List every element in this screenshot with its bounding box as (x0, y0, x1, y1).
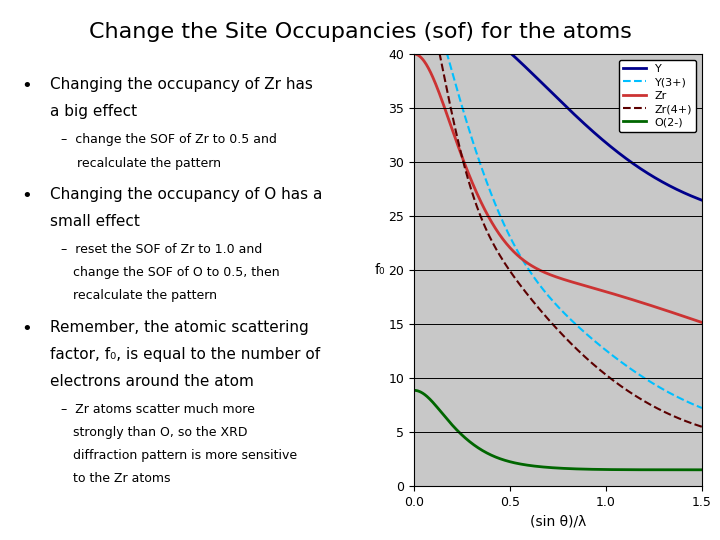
Zr(4+) (591, 363, 600, 369)
Line: O(2-): O(2-) (414, 390, 702, 470)
Text: Remember, the atomic scattering: Remember, the atomic scattering (50, 320, 309, 335)
Text: small effect: small effect (50, 214, 140, 229)
Text: strongly than O, so the XRD: strongly than O, so the XRD (61, 426, 248, 439)
Text: •: • (22, 320, 32, 338)
Text: recalculate the pattern: recalculate the pattern (61, 289, 217, 302)
Zr(4+) (503, 265, 512, 271)
Y (503, 48, 512, 54)
Y(3+) (503, 229, 512, 235)
Zr(4+) (698, 423, 706, 430)
Y(3+) (698, 405, 706, 411)
Text: electrons around the atom: electrons around the atom (50, 374, 254, 388)
Text: Changing the occupancy of O has a: Changing the occupancy of O has a (50, 187, 323, 202)
Text: f₀: f₀ (374, 263, 384, 277)
Zr(4+) (444, 95, 453, 102)
Line: Y: Y (414, 0, 702, 200)
Zr (410, 51, 418, 57)
Zr (619, 294, 628, 300)
O(2-) (523, 462, 532, 469)
Zr (503, 242, 512, 248)
Text: to the Zr atoms: to the Zr atoms (61, 472, 171, 485)
Y (523, 66, 532, 73)
O(2-) (698, 467, 706, 473)
Text: Change the Site Occupancies (sof) for the atoms: Change the Site Occupancies (sof) for th… (89, 22, 631, 42)
Zr (591, 285, 600, 292)
Zr(4+) (523, 292, 532, 299)
Legend: Y, Y(3+), Zr, Zr(4+), O(2-): Y, Y(3+), Zr, Zr(4+), O(2-) (619, 59, 696, 132)
Zr (523, 260, 532, 267)
Y(3+) (444, 57, 453, 63)
Line: Zr(4+): Zr(4+) (414, 0, 702, 427)
Text: –  Zr atoms scatter much more: – Zr atoms scatter much more (61, 403, 255, 416)
Text: •: • (22, 77, 32, 95)
Y(3+) (618, 359, 626, 366)
Line: Zr: Zr (414, 54, 702, 322)
Y (619, 153, 628, 160)
Y(3+) (523, 265, 532, 272)
O(2-) (410, 387, 418, 394)
Zr(4+) (619, 384, 628, 391)
Zr(4+) (618, 383, 626, 390)
Y(3+) (619, 360, 628, 367)
Zr (618, 293, 626, 300)
Text: –  reset the SOF of Zr to 1.0 and: – reset the SOF of Zr to 1.0 and (61, 243, 263, 256)
Line: Y(3+): Y(3+) (414, 0, 702, 408)
O(2-) (618, 467, 626, 473)
O(2-) (619, 467, 628, 473)
Text: Changing the occupancy of Zr has: Changing the occupancy of Zr has (50, 77, 313, 92)
X-axis label: (sin θ)/λ: (sin θ)/λ (530, 514, 586, 528)
Text: •: • (22, 187, 32, 205)
Y (618, 152, 626, 159)
Text: –  change the SOF of Zr to 0.5 and: – change the SOF of Zr to 0.5 and (61, 133, 277, 146)
Zr (444, 116, 453, 123)
Y(3+) (591, 338, 600, 345)
Text: factor, f₀, is equal to the number of: factor, f₀, is equal to the number of (50, 347, 320, 362)
O(2-) (591, 466, 600, 472)
Y (698, 197, 706, 204)
O(2-) (444, 418, 453, 424)
Text: diffraction pattern is more sensitive: diffraction pattern is more sensitive (61, 449, 297, 462)
Text: recalculate the pattern: recalculate the pattern (61, 157, 221, 170)
Y (591, 130, 600, 137)
Text: a big effect: a big effect (50, 104, 138, 119)
O(2-) (503, 458, 512, 464)
Text: change the SOF of O to 0.5, then: change the SOF of O to 0.5, then (61, 266, 280, 279)
Zr (698, 319, 706, 326)
